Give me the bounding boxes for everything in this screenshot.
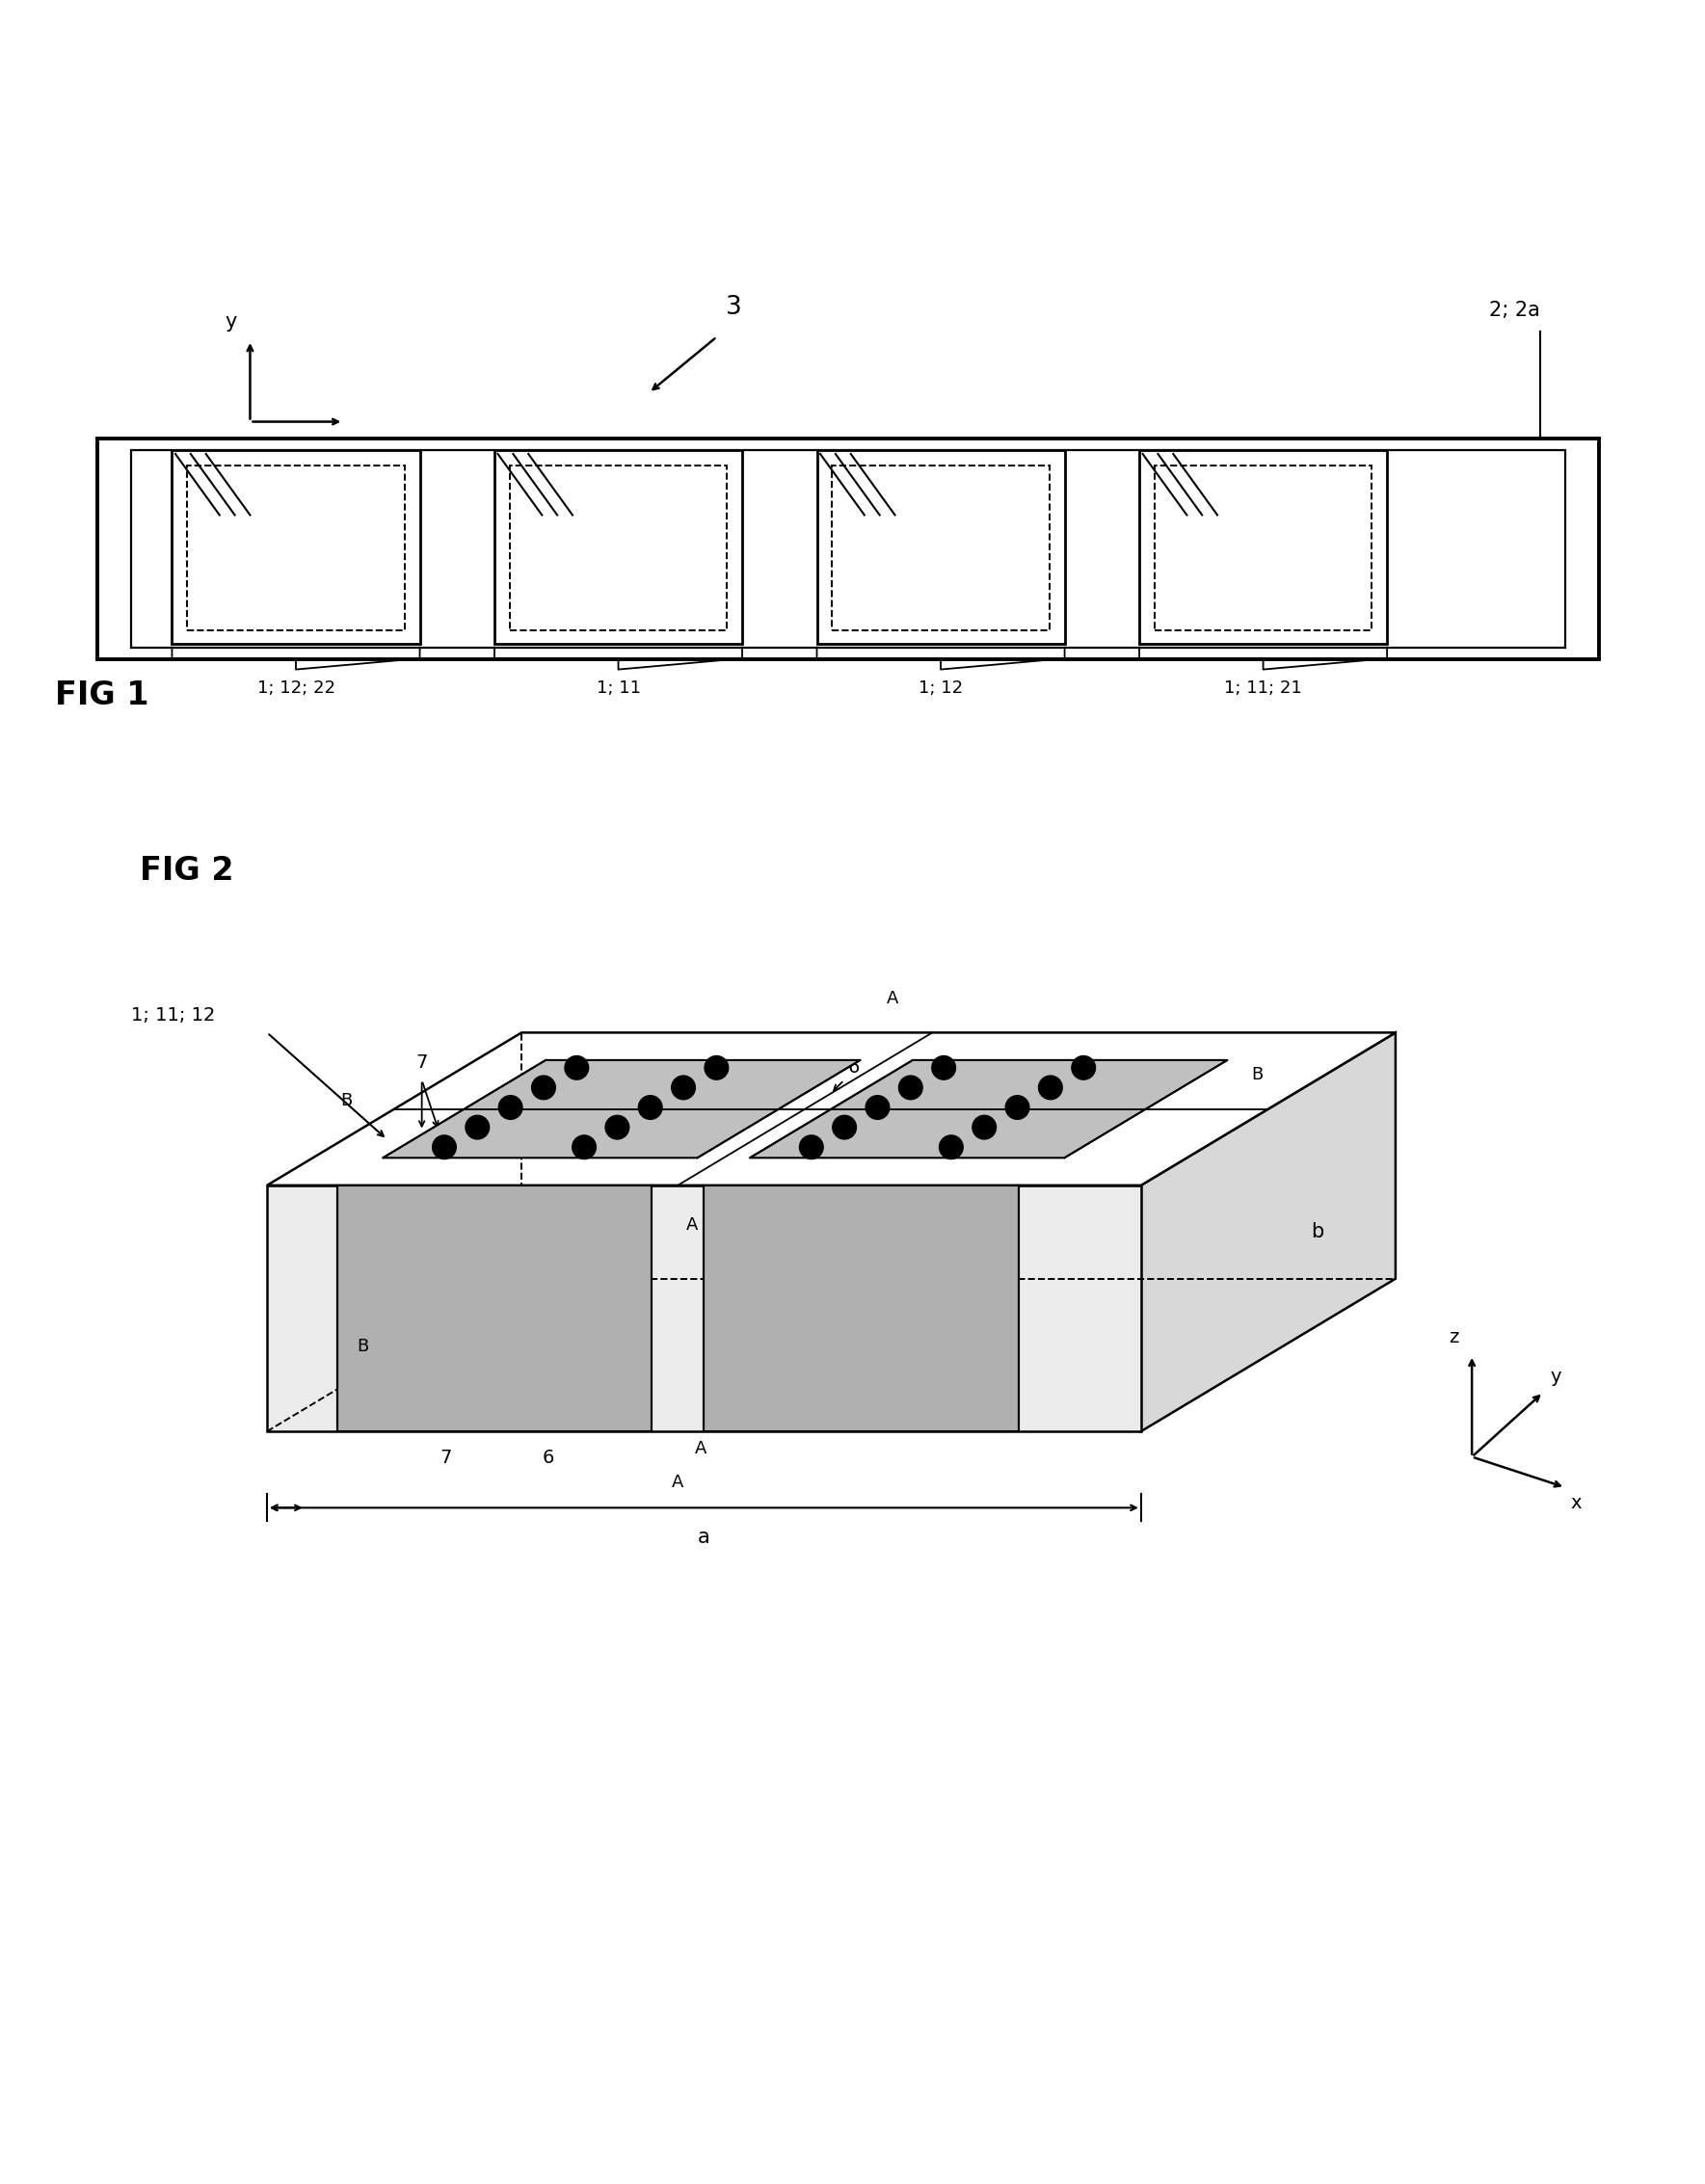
Circle shape: [933, 1055, 955, 1079]
Circle shape: [1006, 1096, 1030, 1120]
Text: x: x: [1570, 1494, 1582, 1514]
Text: 1; 11; 21: 1; 11; 21: [1224, 679, 1303, 697]
Circle shape: [832, 1116, 856, 1140]
Text: A: A: [887, 989, 899, 1007]
Circle shape: [564, 1055, 588, 1079]
Circle shape: [704, 1055, 728, 1079]
Text: B: B: [356, 1339, 368, 1356]
Text: b: b: [1311, 1223, 1323, 1243]
Circle shape: [573, 1136, 597, 1160]
Circle shape: [433, 1136, 457, 1160]
Circle shape: [899, 1077, 922, 1099]
Polygon shape: [750, 1059, 1228, 1158]
Text: FIG 2: FIG 2: [140, 854, 234, 887]
Text: B: B: [1251, 1066, 1263, 1083]
Bar: [97, 439, 1599, 660]
Text: 7: 7: [416, 1053, 428, 1072]
Text: 7: 7: [440, 1448, 452, 1468]
Text: A: A: [687, 1216, 699, 1234]
Text: 1; 11; 12: 1; 11; 12: [131, 1007, 215, 1024]
Text: 1; 12: 1; 12: [919, 679, 963, 697]
Text: x: x: [348, 452, 360, 472]
Circle shape: [532, 1077, 556, 1099]
Circle shape: [605, 1116, 629, 1140]
Circle shape: [1038, 1077, 1062, 1099]
Bar: [188, 465, 404, 631]
Circle shape: [939, 1136, 963, 1160]
Circle shape: [800, 1136, 824, 1160]
Polygon shape: [384, 1059, 861, 1158]
Text: y: y: [225, 312, 237, 332]
Text: 2; 2a: 2; 2a: [1488, 301, 1540, 319]
Text: 6: 6: [542, 1448, 554, 1468]
Polygon shape: [704, 1186, 1018, 1431]
Circle shape: [638, 1096, 662, 1120]
Circle shape: [498, 1096, 522, 1120]
Text: A: A: [672, 1474, 684, 1492]
Bar: [1154, 465, 1373, 631]
Bar: [172, 450, 419, 644]
Polygon shape: [268, 1186, 1141, 1431]
Text: 1; 12; 22: 1; 12; 22: [257, 679, 334, 697]
Text: y: y: [1550, 1367, 1562, 1385]
Text: A: A: [694, 1439, 706, 1457]
Circle shape: [1072, 1055, 1095, 1079]
Circle shape: [972, 1116, 996, 1140]
Polygon shape: [1141, 1033, 1395, 1431]
Circle shape: [672, 1077, 696, 1099]
Text: 3: 3: [726, 295, 742, 319]
Text: 1; 11: 1; 11: [597, 679, 641, 697]
Circle shape: [465, 1116, 489, 1140]
Text: z: z: [1448, 1328, 1458, 1348]
Bar: [131, 450, 1565, 646]
Text: FIG 1: FIG 1: [55, 679, 148, 712]
Bar: [1139, 450, 1388, 644]
Bar: [832, 465, 1049, 631]
Polygon shape: [338, 1186, 651, 1431]
Text: 6: 6: [847, 1059, 859, 1077]
Text: a: a: [697, 1529, 711, 1548]
Bar: [494, 450, 742, 644]
Text: 4: 4: [885, 1083, 897, 1103]
Circle shape: [866, 1096, 890, 1120]
Bar: [817, 450, 1064, 644]
Bar: [510, 465, 726, 631]
Polygon shape: [268, 1033, 1395, 1186]
Text: B: B: [339, 1092, 351, 1109]
